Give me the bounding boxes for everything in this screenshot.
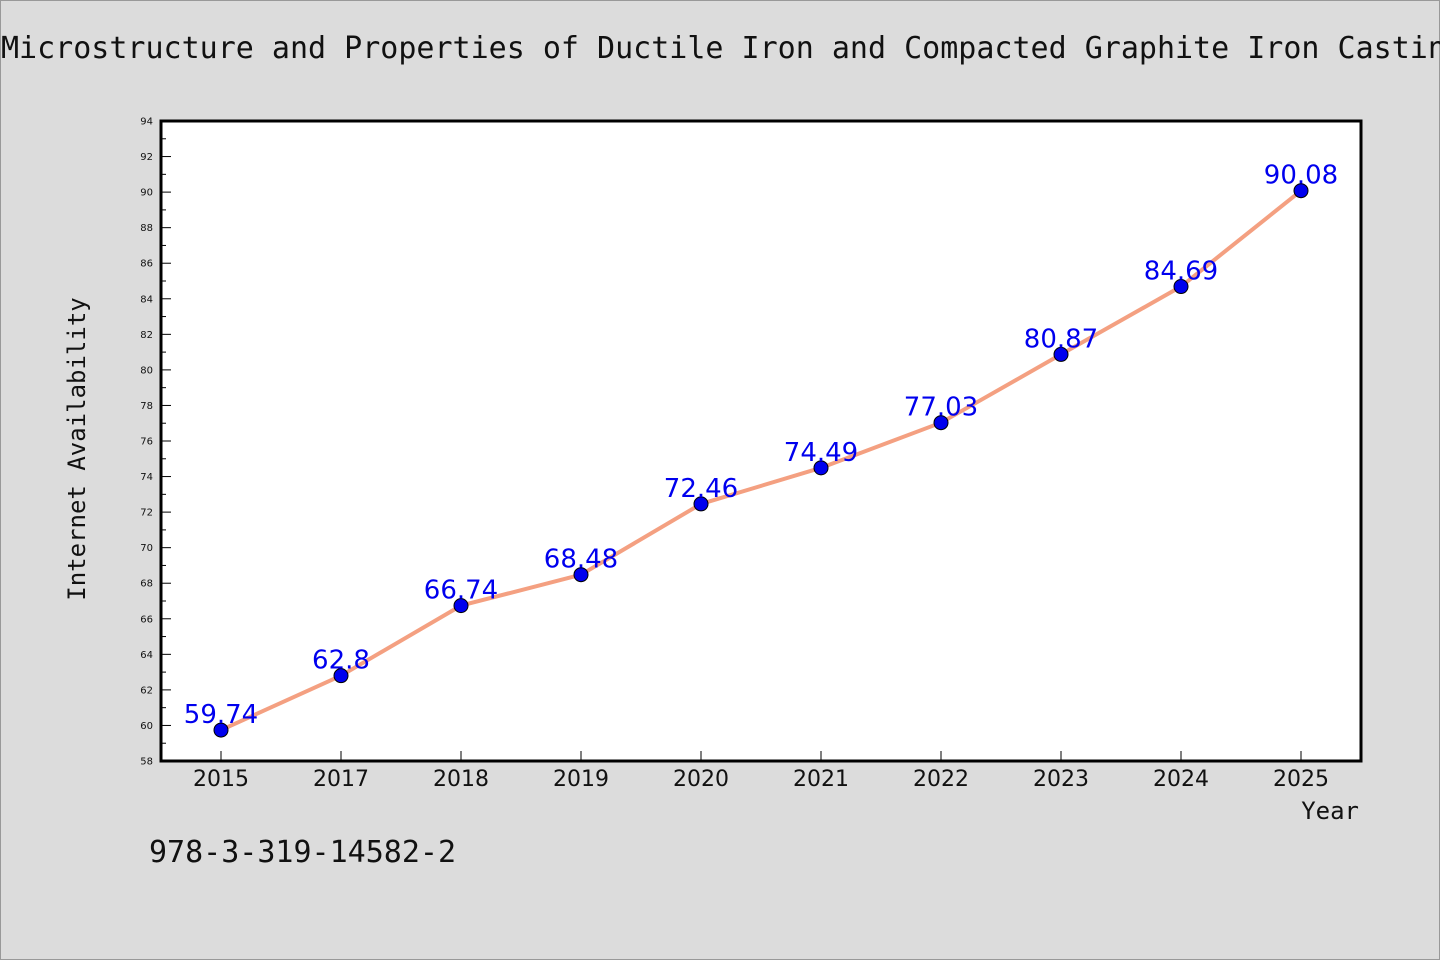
x-axis-label: Year [1301, 797, 1359, 825]
data-point [1293, 183, 1309, 199]
data-label: 68.48 [544, 545, 618, 575]
data-point [213, 722, 229, 738]
y-tick-label: 78 [140, 401, 153, 412]
x-tick-label: 2023 [1033, 767, 1089, 792]
x-tick-label: 2017 [313, 767, 369, 792]
y-tick-label: 68 [140, 579, 153, 590]
x-tick-label: 2024 [1153, 767, 1209, 792]
x-tick-label: 2015 [193, 767, 249, 792]
data-points [213, 183, 1309, 738]
y-tick-label: 82 [140, 330, 153, 341]
data-label: 72.46 [664, 474, 738, 504]
series-line [219, 188, 1303, 733]
data-label: 90.08 [1264, 161, 1338, 191]
data-point [573, 567, 589, 583]
y-tick-label: 80 [140, 365, 153, 376]
y-tick-label: 92 [140, 152, 153, 163]
y-tick-label: 62 [140, 685, 153, 696]
x-tick-label: 2025 [1273, 767, 1329, 792]
chart-title: Microstructure and Properties of Ductile… [1, 31, 1440, 66]
y-tick-label: 64 [140, 650, 153, 661]
data-label: 59.74 [184, 700, 258, 730]
x-axis: 2015 2017 2018 2019 2020 2021 2022 2023 2024 2025 [193, 751, 1329, 792]
data-label: 77.03 [904, 393, 978, 423]
data-label: 84.69 [1144, 257, 1218, 287]
y-tick-label: 58 [140, 757, 153, 768]
y-tick-label: 66 [140, 614, 153, 625]
x-tick-label: 2018 [433, 767, 489, 792]
data-labels: 59.74 62.8 66.74 68.48 72.46 74.49 77.03 80.87 8… [184, 161, 1338, 730]
y-tick-label: 72 [140, 508, 153, 519]
x-tick-label: 2019 [553, 767, 609, 792]
data-point [1053, 346, 1069, 362]
data-point [453, 598, 469, 614]
plot-frame [159, 119, 1363, 763]
x-tick-label: 2022 [913, 767, 969, 792]
data-point [333, 668, 349, 684]
data-label: 62.8 [312, 646, 370, 676]
data-label: 80.87 [1024, 324, 1098, 354]
isbn-footnote: 978-3-319-14582-2 [149, 835, 457, 870]
y-tick-label: 60 [140, 721, 153, 732]
y-tick-label: 86 [140, 259, 153, 270]
y-tick-label: 74 [140, 472, 153, 483]
y-tick-label: 94 [140, 117, 153, 128]
y-tick-label: 84 [140, 294, 153, 305]
data-label: 74.49 [784, 438, 858, 468]
data-label: 66.74 [424, 576, 498, 606]
y-tick-label: 76 [140, 437, 153, 448]
x-tick-label: 2021 [793, 767, 849, 792]
data-point [813, 460, 829, 476]
plot-area [161, 121, 1361, 761]
y-tick-label: 70 [140, 543, 153, 554]
y-tick-label: 90 [140, 188, 153, 199]
data-point [1173, 279, 1189, 295]
x-tick-label: 2020 [673, 767, 729, 792]
data-point [693, 496, 709, 512]
data-point [933, 415, 949, 431]
y-tick-label: 88 [140, 223, 153, 234]
